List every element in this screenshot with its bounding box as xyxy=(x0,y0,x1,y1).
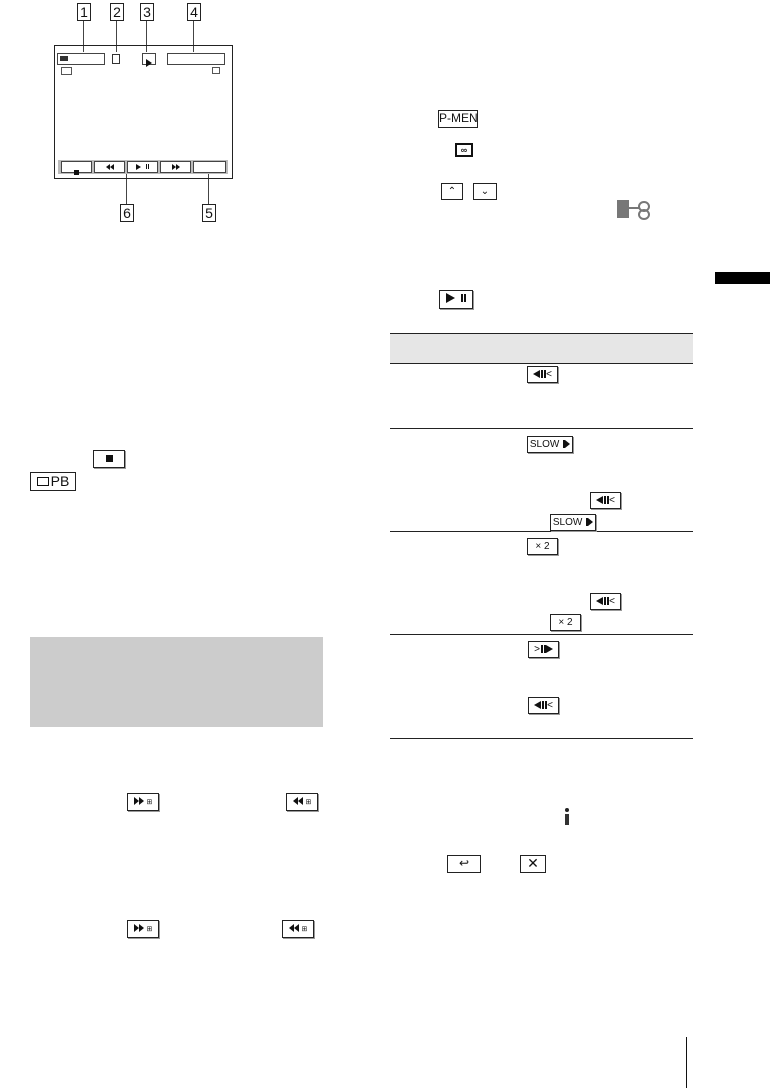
leader-line xyxy=(193,21,194,52)
battery-box xyxy=(57,53,105,65)
callout-5: 5 xyxy=(202,204,216,222)
frame-forward-icon: > xyxy=(528,641,559,658)
close-icon: ✕ xyxy=(520,855,546,873)
play-pause-icon xyxy=(439,290,473,309)
memory-playback-button-icon: PB xyxy=(30,472,76,491)
frame-reverse-icon: < xyxy=(590,593,621,610)
leader-line xyxy=(116,21,117,52)
rewind-icon: ⊞ xyxy=(282,920,314,938)
table-divider xyxy=(390,738,693,739)
table-divider xyxy=(390,363,693,364)
info-icon xyxy=(564,808,572,826)
double-speed-icon: × 2 xyxy=(527,538,558,555)
leader-line xyxy=(208,173,209,204)
table-divider xyxy=(390,428,693,429)
rewind-icon: ⊞ xyxy=(286,793,318,811)
fast-forward-icon: ⊞ xyxy=(127,920,159,938)
slow-playback-icon: SLOW xyxy=(527,436,573,453)
leader-line xyxy=(83,21,84,52)
tape-icon: ∞ xyxy=(455,143,473,157)
fast-forward-icon: ⊞ xyxy=(127,793,159,811)
page-edge-rule xyxy=(686,1037,687,1088)
callout-2: 2 xyxy=(110,3,124,21)
stop-button[interactable] xyxy=(61,161,92,175)
slow-playback-icon: SLOW xyxy=(550,514,596,531)
table-header xyxy=(390,333,693,364)
section-heading-band xyxy=(30,637,323,727)
scroll-down-icon: ⌄ xyxy=(473,183,497,200)
slow-label: SLOW xyxy=(529,439,560,450)
frame-reverse-icon: < xyxy=(528,697,559,714)
callout-4: 4 xyxy=(187,3,201,21)
leader-line xyxy=(146,21,147,52)
double-speed-icon: × 2 xyxy=(550,614,581,631)
cassette-memory-icon xyxy=(61,67,72,75)
section-side-tab xyxy=(715,272,770,284)
frame-reverse-icon: < xyxy=(590,492,621,509)
hourglass-icon xyxy=(112,54,120,64)
lcd-screen xyxy=(54,45,233,179)
callout-3: 3 xyxy=(140,3,154,21)
mode-icon xyxy=(212,67,220,74)
slow-label: SLOW xyxy=(552,517,583,528)
callout-6: 6 xyxy=(120,204,134,222)
stop-button-icon xyxy=(93,450,125,468)
scroll-up-icon: ⌃ xyxy=(441,183,463,200)
table-divider xyxy=(390,531,693,532)
callout-1: 1 xyxy=(77,3,91,21)
play-pause-button[interactable] xyxy=(127,161,158,173)
table-divider xyxy=(390,634,693,635)
return-icon: ↩ xyxy=(447,855,481,873)
frame-reverse-icon: < xyxy=(527,366,558,383)
p-menu-button-icon: P-MENU xyxy=(438,110,478,128)
edit-cut-icon xyxy=(617,200,650,220)
fast-forward-button[interactable] xyxy=(160,161,191,173)
battery-icon xyxy=(60,56,68,61)
rewind-button[interactable] xyxy=(94,161,125,173)
play-indicator xyxy=(142,53,156,68)
mode-button[interactable] xyxy=(193,161,226,173)
leader-line xyxy=(126,173,127,204)
pb-label: PB xyxy=(50,473,70,489)
counter-box xyxy=(167,53,225,65)
